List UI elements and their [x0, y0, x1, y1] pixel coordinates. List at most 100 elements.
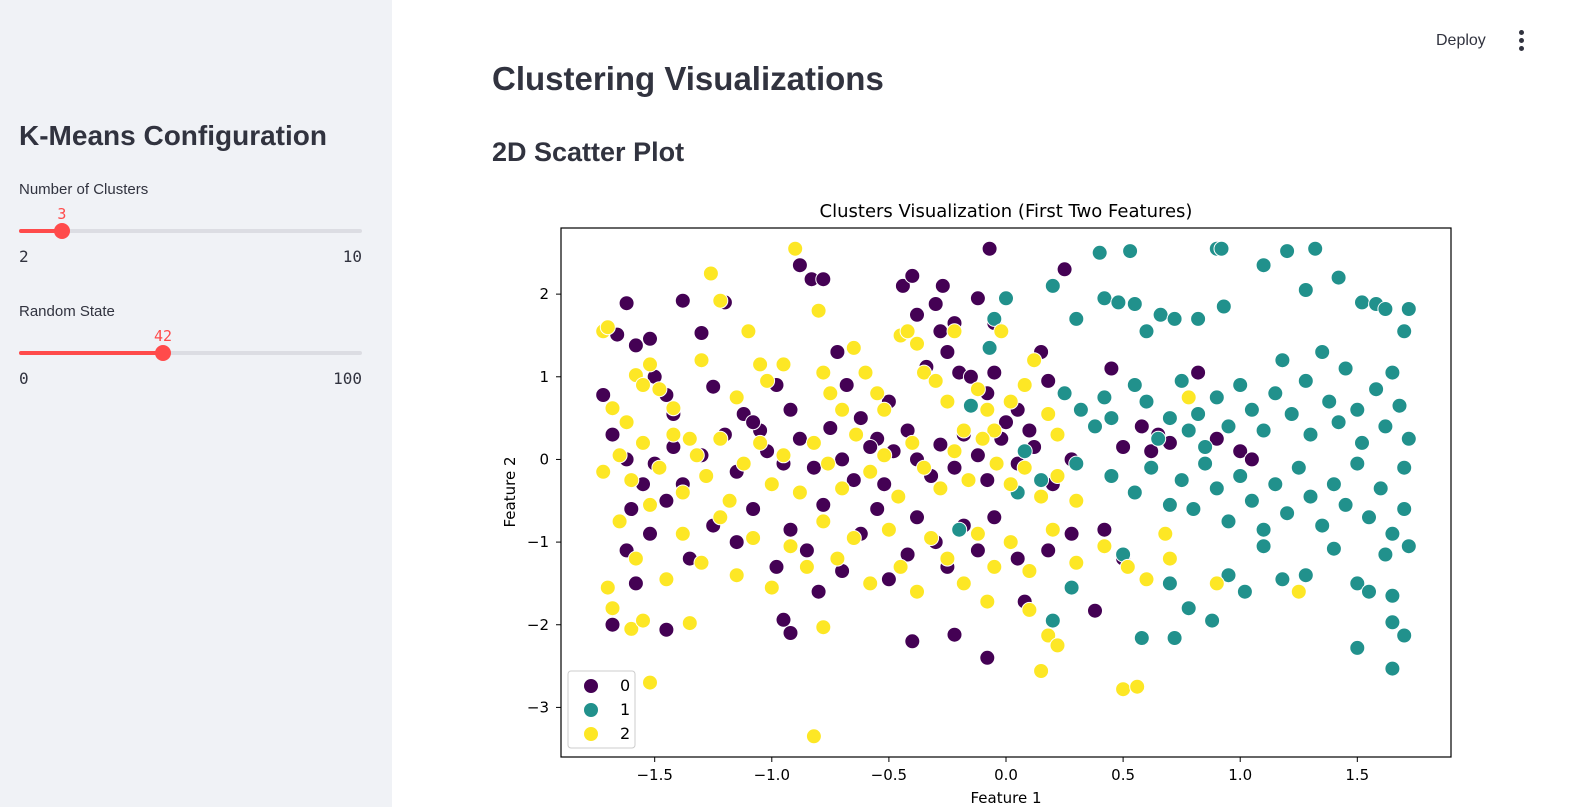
- random-state-slider-track[interactable]: [19, 345, 362, 361]
- scatter-point-cluster-2: [1040, 627, 1057, 644]
- scatter-point-cluster-2: [890, 488, 907, 505]
- scatter-point-cluster-1: [1220, 418, 1237, 435]
- scatter-point-cluster-1: [1166, 630, 1183, 646]
- scatter-point-cluster-2: [880, 521, 897, 538]
- scatter-point-cluster-2: [1208, 575, 1225, 592]
- scatter-point-cluster-0: [782, 625, 799, 641]
- scatter-point-cluster-2: [728, 567, 745, 584]
- y-axis: 2 1 0 −1 −2 −3: [527, 285, 561, 716]
- scatter-point-cluster-1: [1208, 389, 1225, 406]
- clusters-slider-track[interactable]: [19, 223, 362, 239]
- scatter-point-cluster-2: [892, 558, 909, 575]
- scatter-point-cluster-2: [1021, 601, 1038, 618]
- scatter-point-cluster-0: [822, 420, 839, 436]
- x-tick-label: 1.5: [1345, 766, 1369, 784]
- scatter-point-cluster-0: [1087, 602, 1103, 619]
- scatter-point-cluster-2: [712, 509, 729, 526]
- scatter-point-cluster-1: [1400, 538, 1417, 555]
- more-vertical-icon[interactable]: [1510, 30, 1532, 54]
- scatter-point-cluster-1: [1330, 414, 1347, 431]
- scatter-point-cluster-2: [611, 513, 628, 530]
- scatter-point-cluster-0: [658, 492, 675, 509]
- scatter-point-cluster-2: [1290, 583, 1307, 600]
- random-state-slider-label: Random State: [19, 303, 115, 320]
- scatter-point-cluster-2: [1180, 389, 1197, 406]
- scatter-point-cluster-1: [1126, 484, 1143, 501]
- scatter-point-cluster-1: [1133, 630, 1150, 646]
- scatter-point-cluster-0: [1096, 521, 1113, 538]
- x-tick-label: −1.0: [754, 766, 790, 784]
- scatter-point-cluster-1: [1337, 496, 1354, 513]
- scatter-point-cluster-0: [909, 509, 925, 526]
- scatter-point-cluster-2: [658, 571, 675, 588]
- scatter-point-cluster-1: [1274, 571, 1291, 588]
- scatter-point-cluster-2: [904, 434, 921, 451]
- scatter-point-cluster-0: [1190, 364, 1207, 381]
- scatter-point-cluster-1: [1297, 372, 1314, 389]
- scatter-point-cluster-2: [1138, 571, 1155, 588]
- scatter-point-cluster-2: [787, 240, 804, 257]
- scatter-point-cluster-2: [1068, 492, 1085, 509]
- scatter-point-cluster-2: [642, 356, 658, 373]
- scatter-point-cluster-2: [876, 447, 893, 464]
- scatter-point-cluster-2: [932, 480, 949, 497]
- scatter-point-cluster-0: [805, 459, 822, 476]
- scatter-point-cluster-1: [1325, 476, 1342, 493]
- scatter-point-cluster-2: [969, 381, 986, 398]
- scatter-point-cluster-1: [1372, 480, 1389, 497]
- scatter-point-cluster-0: [1208, 430, 1225, 447]
- scatter-point-cluster-2: [909, 335, 925, 352]
- sidebar: K-Means Configuration Number of Clusters…: [0, 0, 392, 807]
- scatter-point-cluster-1: [1166, 310, 1183, 327]
- scatter-point-cluster-2: [899, 323, 916, 340]
- scatter-point-cluster-2: [635, 612, 651, 629]
- chart-legend: 0 1 2: [567, 670, 636, 749]
- scatter-point-cluster-2: [611, 447, 628, 464]
- scatter-point-cluster-2: [595, 463, 612, 480]
- clusters-slider-fill: [19, 229, 62, 233]
- random-state-slider-thumb[interactable]: [155, 345, 172, 361]
- scatter-point-cluster-1: [1384, 614, 1401, 631]
- scatter-point-cluster-2: [735, 455, 752, 472]
- scatter-point-cluster-1: [1190, 310, 1207, 327]
- scatter-point-cluster-1: [1400, 301, 1417, 317]
- clusters-slider-thumb[interactable]: [53, 223, 70, 239]
- scatter-point-cluster-0: [627, 337, 644, 354]
- scatter-point-cluster-1: [1384, 587, 1401, 604]
- scatter-point-cluster-1: [1173, 472, 1190, 489]
- scatter-point-cluster-2: [635, 434, 651, 451]
- sidebar-title: K-Means Configuration: [19, 120, 327, 151]
- deploy-button[interactable]: Deploy: [1436, 32, 1486, 49]
- scatter-point-cluster-1: [1314, 344, 1331, 360]
- scatter-point-cluster-1: [1197, 439, 1214, 455]
- scatter-point-cluster-0: [642, 525, 658, 542]
- scatter-point-cluster-0: [838, 377, 855, 393]
- x-tick-label: −1.5: [636, 766, 672, 784]
- scatter-point-cluster-2: [1033, 663, 1050, 679]
- scatter-point-cluster-0: [1040, 372, 1057, 389]
- scatter-point-cluster-0: [627, 575, 644, 592]
- scatter-point-cluster-2: [599, 579, 616, 596]
- scatter-point-cluster-1: [1400, 430, 1417, 447]
- scatter-point-cluster-2: [604, 400, 621, 417]
- scatter-point-cluster-1: [1161, 410, 1178, 427]
- scatter-point-cluster-0: [1115, 439, 1132, 455]
- scatter-point-cluster-0: [969, 447, 986, 464]
- scatter-point-cluster-2: [674, 525, 691, 542]
- scatter-point-cluster-0: [782, 401, 799, 418]
- scatter-point-cluster-2: [635, 377, 651, 393]
- scatter-point-cluster-2: [815, 513, 832, 530]
- scatter-point-cluster-1: [1337, 360, 1354, 377]
- scatter-point-cluster-1: [1232, 468, 1249, 484]
- legend-marker-0: [583, 678, 599, 694]
- scatter-point-cluster-0: [1143, 443, 1160, 460]
- scatter-point-cluster-1: [1274, 352, 1291, 369]
- scatter-point-cluster-0: [932, 323, 949, 340]
- scatter-point-cluster-1: [998, 290, 1014, 307]
- scatter-point-cluster-2: [939, 393, 956, 410]
- scatter-point-cluster-1: [962, 397, 979, 414]
- scatter-point-cluster-0: [810, 583, 827, 600]
- scatter-point-cluster-1: [1091, 244, 1108, 261]
- legend-label-1: 1: [620, 700, 630, 719]
- scatter-point-cluster-1: [1068, 310, 1085, 327]
